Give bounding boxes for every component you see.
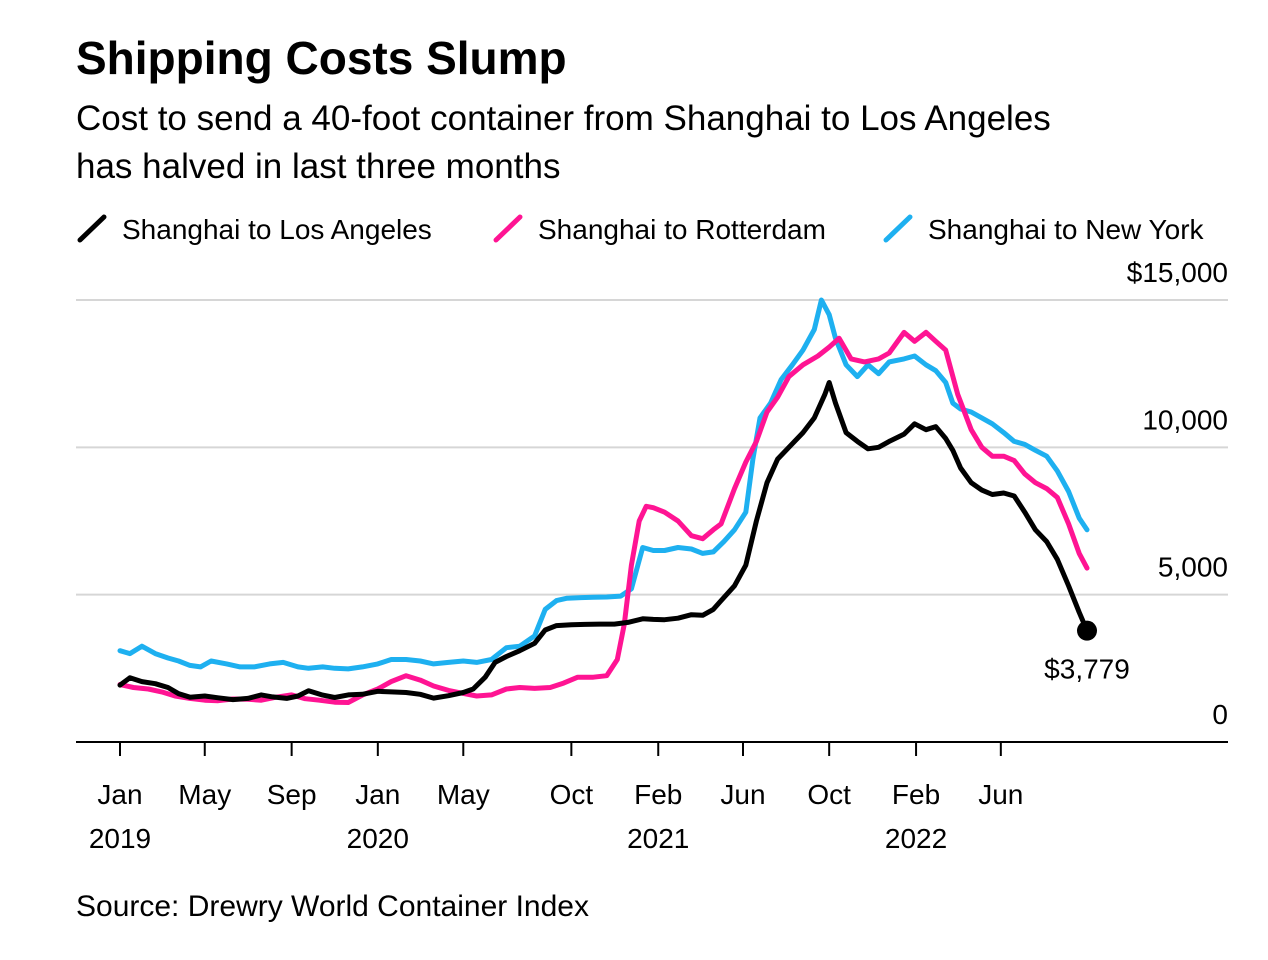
x-tick-label: Jan [355, 779, 400, 810]
end-point-marker [1077, 620, 1097, 641]
y-tick-label: 10,000 [1142, 404, 1228, 435]
x-axis: Jan 2019 May Sep Jan 2020 May Oct Feb 2021 Jun Oct F… [76, 741, 1228, 854]
x-tick-year-label: 2022 [885, 823, 947, 854]
legend-swatch [493, 214, 523, 243]
y-tick-label: 0 [1212, 699, 1228, 730]
y-tick-label: 5,000 [1158, 552, 1228, 583]
end-value-label: $3,779 [1044, 654, 1130, 685]
gridlines [76, 299, 1228, 596]
legend-label: Shanghai to Rotterdam [538, 214, 826, 245]
legend-swatch [883, 214, 913, 243]
chart-title: Shipping Costs Slump [76, 32, 567, 84]
chart-subtitle-line-2: has halved in last three months [76, 147, 560, 186]
x-tick-label: Jun [978, 779, 1023, 810]
x-tick-year-label: 2019 [89, 823, 151, 854]
y-tick-label: $15,000 [1127, 257, 1228, 288]
legend: Shanghai to Los Angeles Shanghai to Rotte… [77, 214, 1205, 245]
x-tick-label: Oct [550, 779, 594, 810]
source-note: Source: Drewry World Container Index [76, 890, 589, 923]
x-tick-label: Sep [267, 779, 317, 810]
x-tick-label: Feb [634, 779, 682, 810]
series-line-shanghai-to-los-angeles [117, 380, 1090, 703]
series-line-shanghai-to-rotterdam [117, 329, 1090, 705]
chart-subtitle-line-1: Cost to send a 40-foot container from Sh… [76, 99, 1051, 138]
x-tick-year-label: 2021 [627, 823, 689, 854]
x-tick-label: Oct [807, 779, 851, 810]
x-tick-label: Jun [720, 779, 765, 810]
y-axis-tick-labels: 0 5,000 10,000 $15,000 [1127, 257, 1228, 730]
x-tick-label: Feb [892, 779, 940, 810]
legend-swatch [77, 214, 107, 243]
series-line-shanghai-to-new-york [117, 297, 1090, 672]
x-tick-year-label: 2020 [347, 823, 409, 854]
end-annotation: $3,779 [1044, 620, 1130, 685]
x-tick-label: Jan [97, 779, 142, 810]
legend-label: Shanghai to New York [928, 214, 1205, 245]
legend-label: Shanghai to Los Angeles [122, 214, 432, 245]
x-tick-label: May [178, 779, 231, 810]
x-tick-label: May [437, 779, 490, 810]
series-lines [117, 297, 1090, 705]
